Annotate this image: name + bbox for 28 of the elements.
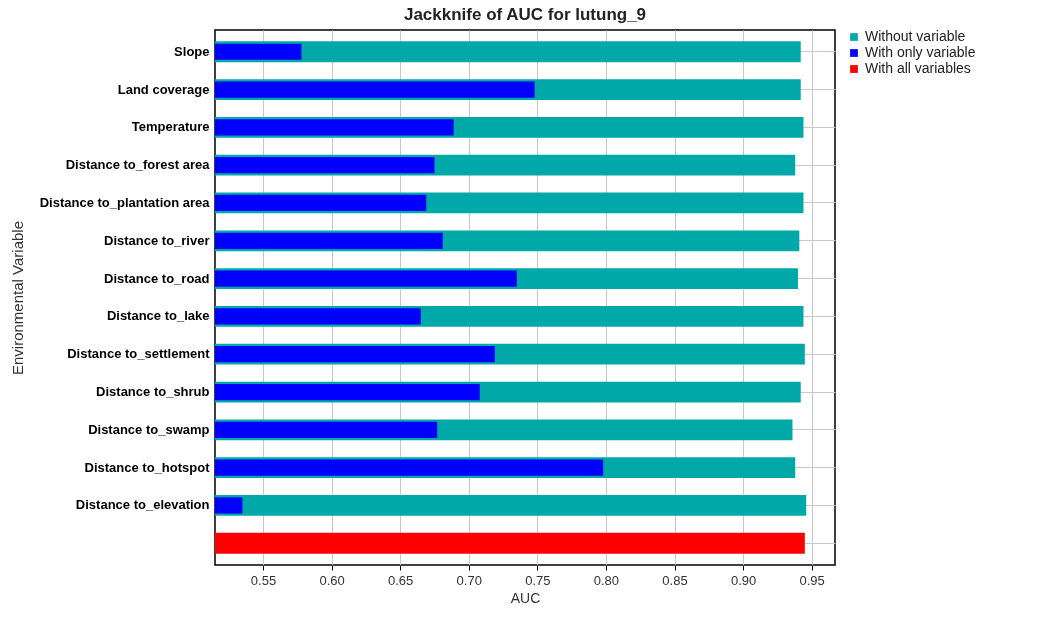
x-tick-label: 0.90 [730,572,757,588]
y-tick-label: Distance to_settlement [67,346,211,362]
x-tick-label: 0.70 [456,572,482,588]
legend-label: With all variables [865,60,971,76]
chart-title: Jackknife of AUC for lutung_9 [403,5,647,24]
x-tick-label: 0.60 [319,572,345,588]
legend-label: Without variable [865,28,966,44]
x-tick-label: 0.85 [662,572,688,588]
y-tick-label: Distance to_river [104,232,210,248]
y-tick-label: Slope [174,43,210,59]
legend-label: With only variable [865,44,976,60]
y-tick-label: Distance to_forest area [65,157,211,173]
x-axis-title: AUC [510,589,541,606]
x-tick-label: 0.80 [593,572,620,588]
y-tick-label: Distance to_swamp [88,421,210,437]
x-tick-label: 0.55 [250,572,277,588]
y-tick-label: Temperature [131,119,210,135]
x-tick-label: 0.75 [525,572,551,588]
x-tick-label: 0.65 [388,572,414,588]
x-tick-label: 0.95 [799,572,825,588]
y-tick-label: Distance to_road [104,270,210,286]
y-tick-label: Distance to_lake [106,308,210,324]
y-tick-label: Distance to_elevation [75,497,210,513]
y-tick-label: Land coverage [117,81,210,97]
y-tick-label: Distance to_plantation area [39,194,211,210]
y-tick-label: Distance to_shrub [96,384,210,400]
y-tick-label: Distance to_hotspot [84,459,211,475]
y-axis-title: Environmental Variable [8,221,26,375]
